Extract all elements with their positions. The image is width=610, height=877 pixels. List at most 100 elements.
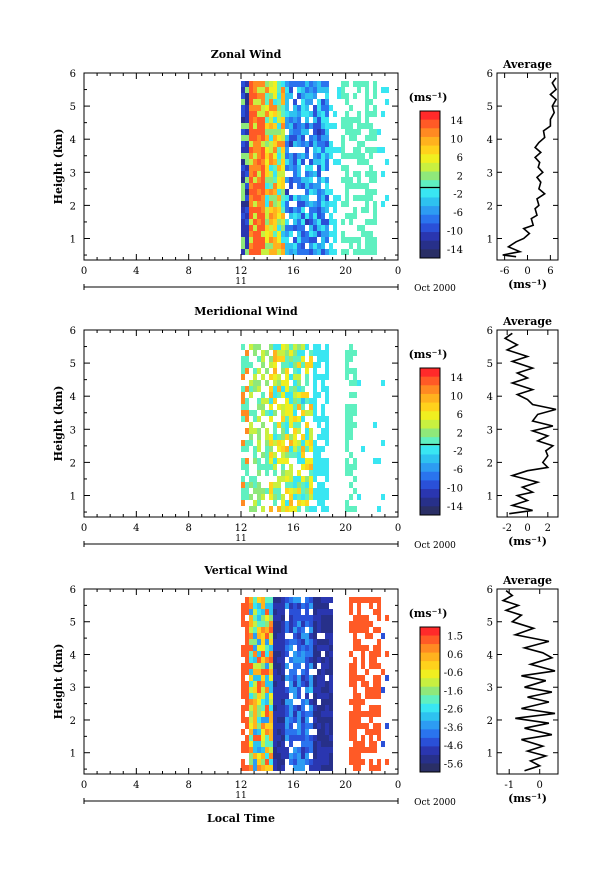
heatmap-cell [277, 141, 281, 147]
heatmap-cell [289, 735, 293, 741]
heatmap-cell [357, 711, 361, 717]
heatmap-cell [289, 711, 293, 717]
heatmap-cell [317, 171, 321, 177]
heatmap-cell [293, 711, 297, 717]
heatmap-cell [297, 159, 301, 165]
heatmap-cell [293, 159, 297, 165]
heatmap-cell [317, 681, 321, 687]
y-tick-label: 5 [70, 618, 76, 629]
heatmap-cell [349, 482, 353, 488]
heatmap-cell [277, 621, 281, 627]
heatmap-cell [349, 669, 353, 675]
heatmap-cell [317, 243, 321, 249]
heatmap-cell [317, 177, 321, 183]
heatmap-cell [317, 488, 321, 494]
heatmap-cell [277, 356, 281, 362]
heatmap-cell [317, 141, 321, 147]
heatmap-cell [325, 476, 329, 482]
heatmap-cell [301, 657, 305, 663]
heatmap-cell [285, 603, 289, 609]
heatmap-cell [253, 693, 257, 699]
heatmap-cell [329, 249, 333, 255]
heatmap-cell [269, 243, 273, 249]
heatmap-cell [381, 440, 385, 446]
heatmap-cell [297, 663, 301, 669]
heatmap-cell [269, 765, 273, 771]
heatmap-cell [281, 669, 285, 675]
date-label: 11 [235, 277, 246, 287]
heatmap-cell [373, 213, 377, 219]
heatmap-cell [245, 141, 249, 147]
heatmap-cell [265, 99, 269, 105]
heatmap-cell [293, 404, 297, 410]
heatmap-cell [241, 374, 245, 380]
heatmap-cell [265, 219, 269, 225]
colorbar-tick-label: 6 [457, 153, 463, 164]
heatmap-cell [313, 639, 317, 645]
heatmap-cell [361, 681, 365, 687]
heatmap-cell [289, 446, 293, 452]
heatmap-cell [265, 177, 269, 183]
heatmap-cell [285, 482, 289, 488]
heatmap-cell [281, 651, 285, 657]
average-y-tick-label: 3 [487, 683, 493, 694]
heatmap-cell [345, 81, 349, 87]
heatmap-cell [269, 410, 273, 416]
heatmap-cell [325, 735, 329, 741]
heatmap-cell [253, 135, 257, 141]
heatmap-cell [297, 506, 301, 512]
heatmap-cell [265, 711, 269, 717]
heatmap-cell [281, 753, 285, 759]
heatmap-cell [249, 422, 253, 428]
heatmap-cell [289, 753, 293, 759]
heatmap-cell [293, 729, 297, 735]
heatmap-cell [349, 597, 353, 603]
heatmap-cell [313, 663, 317, 669]
heatmap-cell [289, 374, 293, 380]
heatmap-cell [269, 657, 273, 663]
heatmap-cell [317, 374, 321, 380]
heatmap-cell [381, 669, 385, 675]
heatmap-cell [317, 195, 321, 201]
heatmap-cell [253, 759, 257, 765]
heatmap-cell [277, 207, 281, 213]
heatmap-cell [329, 657, 333, 663]
heatmap-cell [325, 741, 329, 747]
heatmap-cell [305, 639, 309, 645]
heatmap-cell [265, 657, 269, 663]
heatmap-cell [249, 117, 253, 123]
heatmap-cell [265, 627, 269, 633]
heatmap-cell [285, 237, 289, 243]
heatmap-cell [249, 615, 253, 621]
heatmap-cell [317, 452, 321, 458]
heatmap-cell [309, 213, 313, 219]
heatmap-cell [321, 765, 325, 771]
colorbar-swatch [420, 729, 440, 739]
heatmap-cell [273, 225, 277, 231]
heatmap-cell [337, 159, 341, 165]
colorbar-tick-label: -10 [447, 484, 463, 495]
heatmap-cell [261, 213, 265, 219]
x-tick-label: 8 [185, 523, 191, 534]
x-tick-label: 16 [287, 523, 300, 534]
heatmap-cell [273, 693, 277, 699]
heatmap-cell [349, 243, 353, 249]
heatmap-cell [325, 639, 329, 645]
heatmap-cell [369, 597, 373, 603]
heatmap-cell [249, 699, 253, 705]
heatmap-cell [309, 687, 313, 693]
heatmap-cell [373, 741, 377, 747]
heatmap-cell [261, 243, 265, 249]
heatmap-cell [249, 434, 253, 440]
heatmap-cell [253, 500, 257, 506]
heatmap-cell [265, 225, 269, 231]
heatmap-cell [269, 81, 273, 87]
heatmap-cell [265, 458, 269, 464]
heatmap-cell [385, 615, 389, 621]
heatmap-cell [241, 765, 245, 771]
heatmap-cell [353, 645, 357, 651]
heatmap-cell [321, 681, 325, 687]
heatmap-cell [277, 165, 281, 171]
heatmap-cell [297, 603, 301, 609]
heatmap-cell [381, 147, 385, 153]
